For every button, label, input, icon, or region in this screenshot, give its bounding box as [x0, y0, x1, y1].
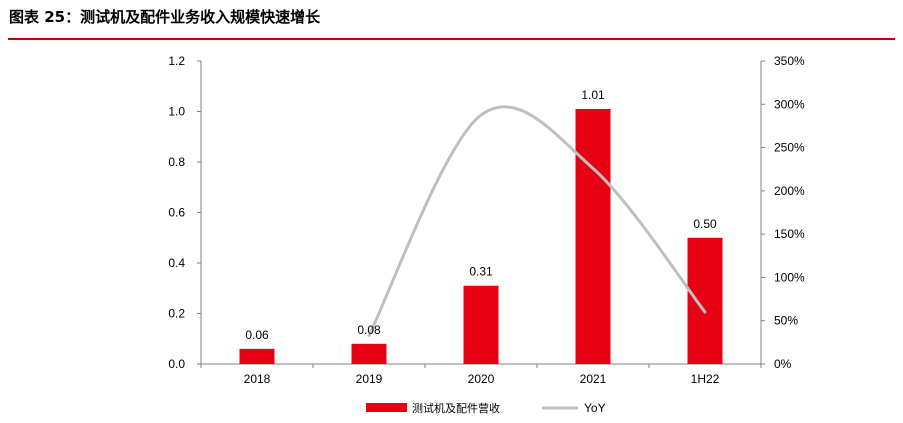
x-tick-label: 2019	[356, 372, 383, 386]
bar-2018	[239, 348, 275, 364]
right-tick-label: 300%	[774, 97, 805, 111]
bar-value-label: 1.01	[581, 88, 605, 102]
left-tick-label: 0.8	[168, 155, 185, 169]
x-tick-label: 2021	[580, 372, 607, 386]
left-tick-label: 1.2	[168, 54, 185, 68]
bar-2020	[463, 285, 499, 364]
bar-2021	[575, 108, 611, 364]
left-tick-label: 0.4	[168, 256, 185, 270]
bar-value-label: 0.50	[693, 217, 717, 231]
bar-value-label: 0.06	[245, 328, 269, 342]
legend-label-yoy: YoY	[584, 401, 606, 415]
bar-value-label: 0.08	[357, 323, 381, 337]
left-tick-label: 0.6	[168, 206, 185, 220]
legend-label-revenue: 测试机及配件营收	[412, 401, 500, 415]
bar-2019	[351, 343, 387, 364]
right-tick-label: 0%	[774, 357, 792, 371]
title-divider	[8, 38, 895, 40]
x-tick-label: 2020	[468, 372, 495, 386]
data-labels: 0.06 0.08 0.31 1.01 0.50	[245, 88, 717, 342]
figure-title: 图表 25：测试机及配件业务收入规模快速增长	[9, 8, 321, 26]
x-tick-label: 2018	[244, 372, 271, 386]
yoy-line-series	[367, 105, 707, 337]
left-tick-label: 0.0	[168, 357, 185, 371]
bar-1H22	[687, 237, 723, 364]
yoy-line	[367, 105, 707, 337]
right-tick-label: 150%	[774, 227, 805, 241]
bar-series	[239, 108, 723, 364]
bar-value-label: 0.31	[469, 265, 493, 279]
chart-legend: 测试机及配件营收 YoY	[366, 401, 606, 415]
right-tick-label: 200%	[774, 184, 805, 198]
right-tick-label: 250%	[774, 141, 805, 155]
right-tick-label: 50%	[774, 314, 798, 328]
x-tick-label: 1H22	[691, 372, 720, 386]
left-tick-label: 1.0	[168, 105, 185, 119]
right-tick-label: 100%	[774, 270, 805, 284]
legend-swatch-revenue	[366, 403, 407, 412]
right-tick-label: 350%	[774, 54, 805, 68]
left-tick-label: 0.2	[168, 307, 185, 321]
